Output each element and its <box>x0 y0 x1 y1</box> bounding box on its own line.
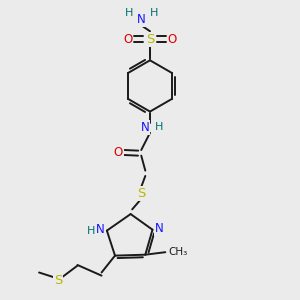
Text: CH₃: CH₃ <box>168 247 188 257</box>
Text: H: H <box>86 226 95 236</box>
Text: H: H <box>124 8 133 18</box>
Text: S: S <box>146 33 154 46</box>
Text: H: H <box>150 8 158 18</box>
Text: N: N <box>96 223 104 236</box>
Text: O: O <box>113 146 123 159</box>
Text: S: S <box>54 274 62 287</box>
Text: O: O <box>123 33 132 46</box>
Text: O: O <box>168 33 177 46</box>
Text: H: H <box>154 122 163 132</box>
Text: N: N <box>155 222 164 235</box>
Text: N: N <box>141 121 149 134</box>
Text: S: S <box>137 187 146 200</box>
Text: N: N <box>137 13 146 26</box>
